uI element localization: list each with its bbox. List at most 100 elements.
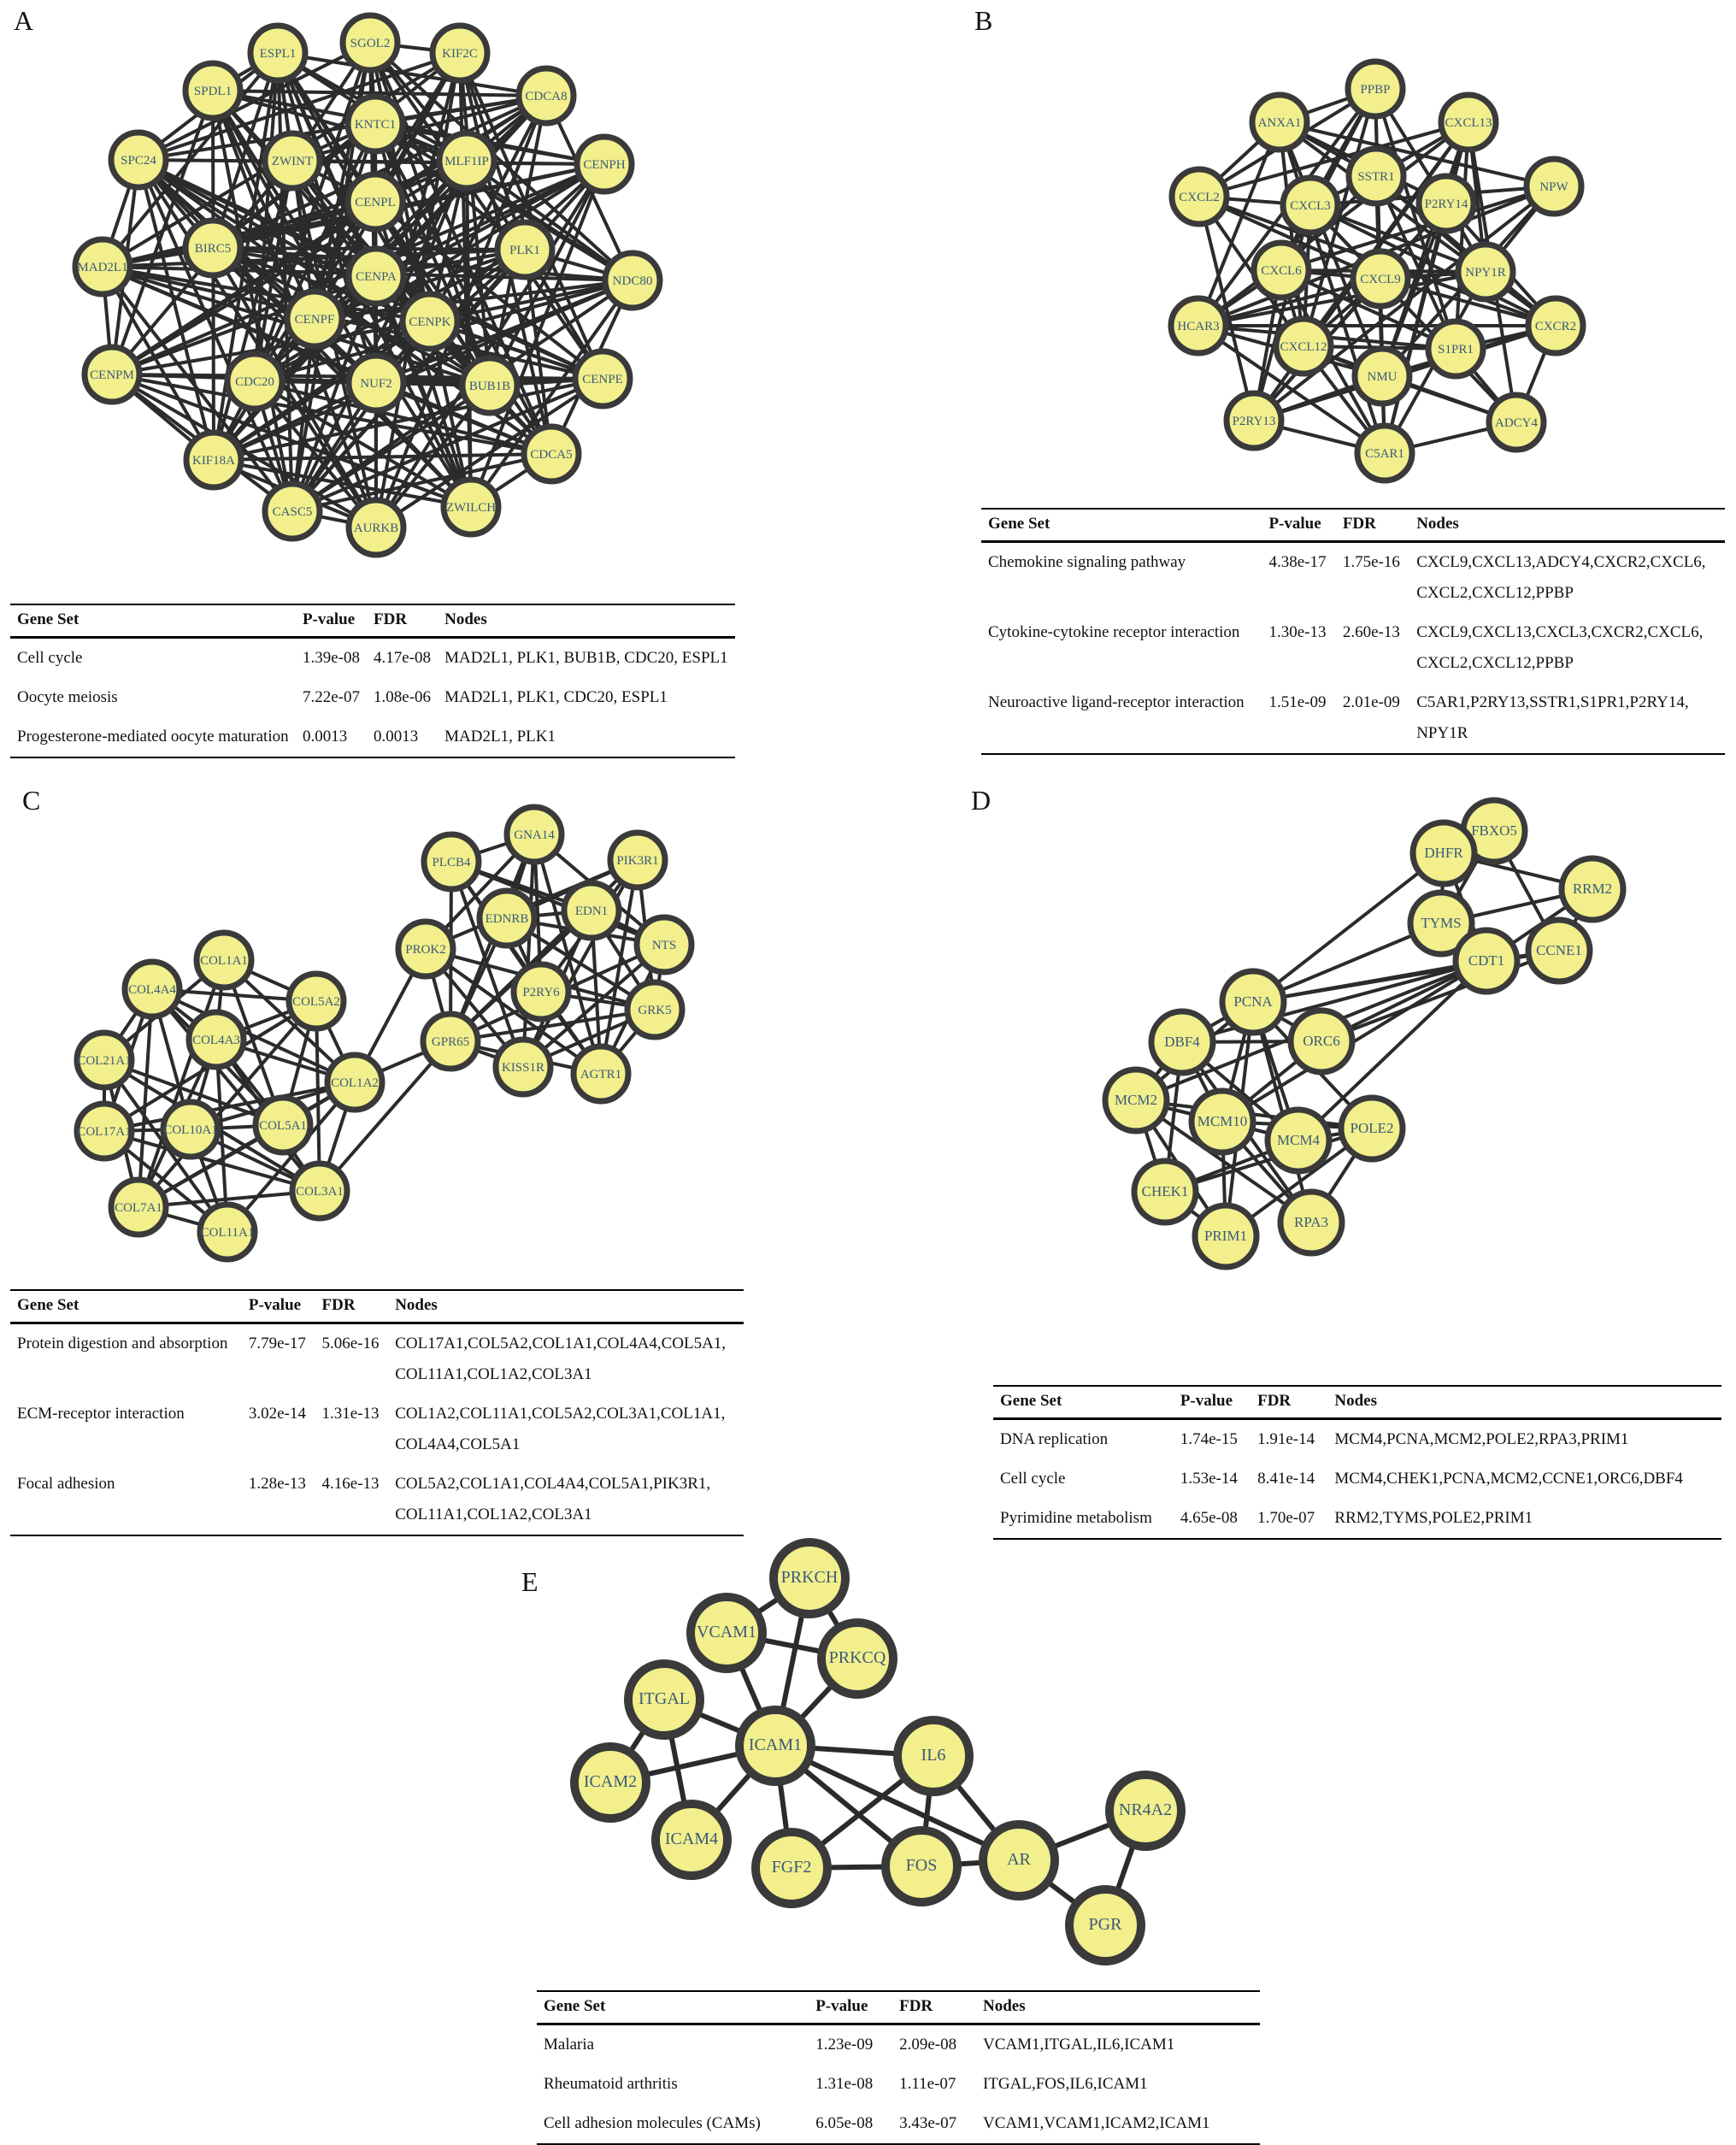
- node-label: EDN1: [575, 905, 608, 918]
- node-circle: [1277, 1188, 1345, 1257]
- table-cell: VCAM1,ITGAL,IL6,ICAM1: [982, 2036, 1175, 2054]
- node-CXCL13: CXCL13: [1438, 91, 1499, 153]
- node-COL3A1: COL3A1: [289, 1160, 350, 1222]
- node-circle: [515, 65, 577, 127]
- edge-ICAM1-AR: [774, 1743, 1021, 1863]
- edge-P2RY14-C5AR1: [1383, 203, 1448, 454]
- column-header: Gene Set: [10, 604, 296, 639]
- network-e: PRKCH VCAM1 PRKCQ ITGAL ICAM1 IL6 ICAM2 NR4A2 IC…: [570, 1538, 1186, 1965]
- table-cell: 4.16e-13: [315, 1464, 389, 1536]
- node-circle: [1168, 295, 1229, 357]
- node-circle: [1280, 174, 1341, 236]
- node-ICAM4: ICAM4: [651, 1800, 732, 1880]
- column-header: Gene Set: [993, 1385, 1174, 1420]
- table-header-row: Gene Set P-value FDR Nodes: [10, 604, 735, 639]
- node-circle: [182, 217, 244, 279]
- node-circle: [344, 93, 406, 155]
- node-label: PPBP: [1360, 83, 1390, 97]
- table-cell: MAD2L1, PLK1, CDC20, ESPL1: [444, 688, 668, 706]
- node-circle: [1102, 1066, 1170, 1134]
- node-label: SPC24: [121, 154, 156, 168]
- node-CXCL9: CXCL9: [1350, 248, 1411, 309]
- column-header: Nodes: [438, 604, 735, 639]
- node-CXCL12: CXCL12: [1273, 315, 1334, 377]
- node-circle: [881, 1826, 962, 1906]
- node-label: KIF2C: [442, 47, 478, 61]
- column-header: P-value: [1173, 1385, 1251, 1420]
- node-label: FOS: [906, 1856, 938, 1875]
- node-label: FGF2: [772, 1858, 812, 1877]
- node-COL5A1: COL5A1: [252, 1094, 314, 1156]
- node-circle: [395, 918, 456, 980]
- table-cell: 1.30e-13: [1268, 623, 1327, 641]
- node-circle: [651, 1800, 732, 1880]
- node-circle: [751, 1828, 832, 1908]
- edge-CENPH-AURKB: [374, 162, 606, 529]
- edge-NPW-CXCL6: [1280, 185, 1555, 272]
- node-label: CDCA5: [530, 448, 572, 462]
- node-circle: [1168, 166, 1230, 227]
- node-circle: [345, 245, 407, 307]
- node-label: COL21A1: [77, 1054, 131, 1068]
- node-label: SGOL2: [350, 37, 391, 50]
- node-circle: [1452, 927, 1521, 995]
- node-label: BUB1B: [469, 380, 510, 393]
- node-circle: [459, 355, 521, 416]
- table-cell: CXCL9,CXCL13,CXCL3,CXCR2,CXCL6, CXCL2,CX…: [1416, 623, 1704, 672]
- edge-KIF18A-ZWILCH: [213, 458, 472, 509]
- edge-SPDL1-CDCA8: [212, 89, 547, 97]
- node-label: ADCY4: [1495, 416, 1539, 430]
- column-header: Gene Set: [10, 1289, 242, 1324]
- node-label: COL1A1: [200, 954, 248, 968]
- node-label: PRKCH: [781, 1568, 839, 1587]
- edge-CENPL-CENPM: [110, 200, 377, 376]
- node-NMU: NMU: [1351, 345, 1413, 407]
- node-circle: [182, 60, 244, 121]
- node-EDNRB: EDNRB: [476, 887, 538, 949]
- node-circle: [185, 1009, 247, 1070]
- node-label: COL3A1: [296, 1185, 344, 1199]
- node-label: CHEK1: [1142, 1183, 1189, 1199]
- node-circle: [108, 1176, 169, 1238]
- table-row: Cell cycle 1.53e-14 8.41e-14 MCM4,CHEK1,PCN…: [993, 1459, 1721, 1499]
- panel-letter: C: [22, 785, 41, 816]
- edge-HCAR3-C5AR1: [1197, 324, 1386, 455]
- node-GRK5: GRK5: [624, 979, 686, 1040]
- node-label: NPW: [1539, 180, 1568, 194]
- node-label: CENPE: [582, 373, 623, 386]
- node-FBXO5: FBXO5: [1460, 797, 1528, 865]
- node-label: S1PR1: [1438, 343, 1474, 357]
- node-CASC5: CASC5: [262, 480, 323, 542]
- node-label: CENPL: [355, 196, 396, 209]
- table-cell: COL5A2,COL1A1,COL4A4,COL5A1,PIK3R1, COL1…: [388, 1464, 744, 1536]
- table-cell: CXCL9,CXCL13,ADCY4,CXCR2,CXCL6, CXCL2,CX…: [1416, 553, 1706, 602]
- edge-NTS-KISS1R: [521, 943, 666, 1069]
- node-circle: [1249, 91, 1310, 153]
- node-circle: [1409, 819, 1478, 887]
- node-S1PR1: S1PR1: [1425, 318, 1486, 380]
- table-cell: 1.31e-08: [815, 2075, 874, 2093]
- node-PGR: PGR: [1065, 1885, 1145, 1965]
- node-label: AURKB: [354, 522, 399, 535]
- node-COL4A3: COL4A3: [185, 1009, 247, 1070]
- node-circle: [572, 348, 633, 410]
- node-C5AR1: C5AR1: [1354, 422, 1415, 484]
- node-circle: [1219, 968, 1287, 1036]
- node-label: CXCL6: [1261, 264, 1302, 278]
- table-cell: 3.02e-14: [248, 1405, 306, 1423]
- node-NPW: NPW: [1523, 156, 1585, 217]
- node-SSTR1: SSTR1: [1345, 145, 1407, 207]
- node-ITGAL: ITGAL: [624, 1659, 704, 1740]
- node-circle: [183, 429, 244, 491]
- edge-SPDL1-CENPF: [211, 90, 316, 320]
- table-cell: Cell cycle: [1000, 1470, 1066, 1488]
- network-a: ESPL1 SGOL2 KIF2C SPDL1 CDCA8 KNTC1 ZWINT MLF1I…: [72, 12, 663, 558]
- node-label: CXCL12: [1280, 340, 1327, 354]
- edge-PLK1-CDCA5: [523, 249, 553, 455]
- edge-CENPA-KIF18A: [212, 274, 378, 462]
- node-label: CXCL3: [1290, 199, 1331, 213]
- node-circle: [1251, 239, 1312, 301]
- edge-NDC80-CENPK: [429, 279, 633, 323]
- edge-CENPE-AURKB: [374, 377, 604, 529]
- table-row: Progesterone-mediated oocyte maturation 0…: [10, 717, 735, 758]
